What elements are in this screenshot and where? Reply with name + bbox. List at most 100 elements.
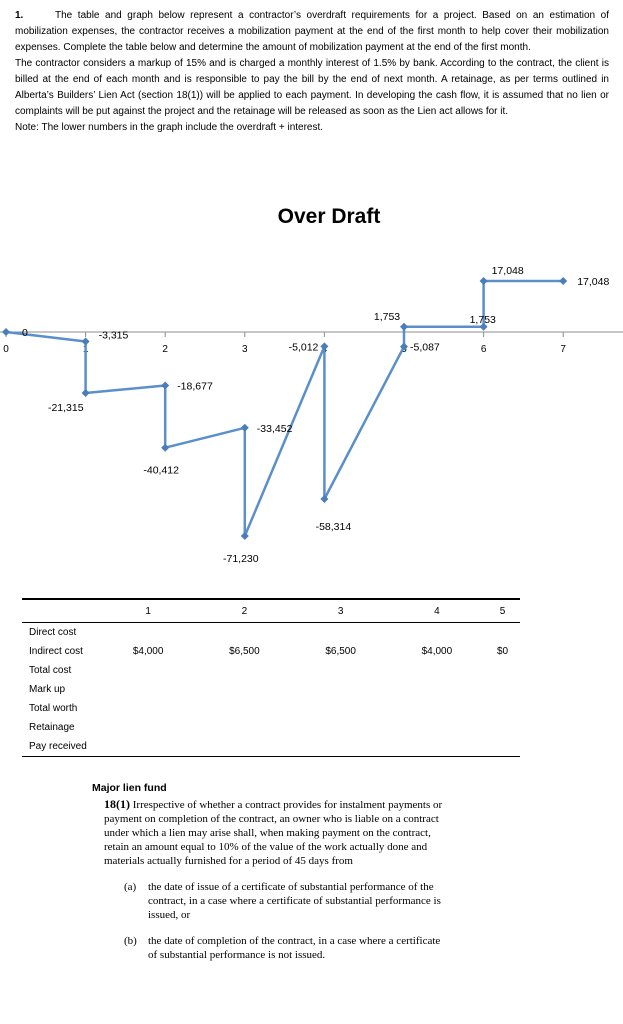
data-point-marker <box>161 381 170 390</box>
lien-section-number: 18(1) <box>104 797 130 811</box>
table-cell <box>293 623 389 643</box>
data-label: -18,677 <box>177 380 213 392</box>
table-header-corner <box>22 598 100 623</box>
month-header: 5 <box>485 598 520 623</box>
data-point-marker <box>479 277 488 285</box>
data-label: 0 <box>22 327 28 339</box>
table-cell <box>100 699 196 718</box>
data-label: -5,087 <box>410 342 440 354</box>
question-paragraph-2: The contractor considers a markup of 15%… <box>15 58 609 117</box>
table-cell <box>196 699 292 718</box>
question-paragraph-1: 1. The table and graph below represent a … <box>15 8 609 56</box>
row-label: Retainage <box>29 722 75 733</box>
table-cell <box>389 680 485 699</box>
table-row: Retainage <box>22 718 520 737</box>
clause-label: (a) <box>124 881 137 893</box>
table-cell <box>485 623 520 643</box>
data-point-marker <box>161 443 170 452</box>
data-label: 1,753 <box>374 311 400 323</box>
clause-text: the date of completion of the contract, … <box>148 935 441 961</box>
table-cell <box>100 737 197 757</box>
table-cell <box>293 680 389 699</box>
table-cell <box>293 699 389 718</box>
lien-clause-a: (a) the date of issue of a certificate of… <box>124 880 452 922</box>
x-tick-label: 6 <box>481 344 487 355</box>
question-intro: The table and graph below represent a co… <box>15 10 609 53</box>
row-label: Total cost <box>29 665 72 676</box>
table-cell <box>100 623 196 643</box>
row-label: Mark up <box>29 684 66 695</box>
table-cell: $4,000 <box>421 646 453 657</box>
table-cell: $4,000 <box>132 646 164 657</box>
lien-heading: Major lien fund <box>92 782 167 794</box>
overdraft-line <box>5 279 564 537</box>
table-cell <box>196 718 292 737</box>
question-note: Note: The lower numbers in the graph inc… <box>15 122 324 133</box>
data-point-marker <box>2 328 10 336</box>
table-row: Indirect cost $4,000 $6,500 $6,500 $4,000 $0 <box>22 642 520 661</box>
table-row: Pay received <box>22 737 520 757</box>
clause-label: (b) <box>124 935 137 947</box>
data-label: 17,048 <box>577 276 609 288</box>
table-cell <box>100 661 196 680</box>
table-cell <box>196 661 292 680</box>
table-cell <box>388 737 485 757</box>
data-label: -3,315 <box>99 329 129 341</box>
x-tick-label: 7 <box>560 344 566 355</box>
row-label: Pay received <box>22 737 100 757</box>
table-cell <box>389 718 485 737</box>
data-point-marker <box>559 277 568 285</box>
data-label: -40,412 <box>143 465 179 477</box>
data-point-marker <box>320 495 329 504</box>
data-label: 1,753 <box>470 314 496 326</box>
month-header: 1 <box>100 598 197 623</box>
table-cell <box>100 718 196 737</box>
table-body: Direct cost Indirect cost $4,000 $6,500 $6,5… <box>22 623 520 757</box>
row-label: Indirect cost <box>29 646 83 657</box>
table-row: Direct cost <box>22 623 520 643</box>
table-cell <box>196 737 293 757</box>
row-label: Total worth <box>29 703 78 714</box>
lien-body-text: Irrespective of whether a contract provi… <box>104 799 443 867</box>
table-cell <box>293 718 389 737</box>
month-header: 4 <box>388 598 485 623</box>
x-tick-label: 2 <box>162 344 168 355</box>
table-row: Mark up <box>22 680 520 699</box>
table-row: Total cost <box>22 661 520 680</box>
data-point-marker <box>240 423 249 432</box>
data-label: -5,012 <box>289 341 319 353</box>
x-tick-label: 0 <box>3 344 9 355</box>
table-cell: $0 <box>496 646 509 657</box>
data-point-marker <box>240 532 249 540</box>
data-label: 17,048 <box>492 265 524 277</box>
data-label: -58,314 <box>316 521 352 533</box>
table-cell <box>196 680 292 699</box>
clause-text: the date of issue of a certificate of su… <box>148 881 441 921</box>
lien-body: 18(1) Irrespective of whether a contract… <box>104 797 452 868</box>
chart-title: Over Draft <box>277 205 381 228</box>
data-label: -33,452 <box>257 423 293 435</box>
cost-table: 1 2 3 4 5 Direct cost Indirect cost $4,000… <box>22 598 520 757</box>
data-label: -21,315 <box>48 402 84 414</box>
lien-clause-b: (b) the date of completion of the contrac… <box>124 934 452 962</box>
question-text: 1. The table and graph below represent a … <box>15 8 609 136</box>
data-point-marker <box>81 389 90 398</box>
table-cell <box>485 699 520 718</box>
table-cell <box>485 661 520 680</box>
data-point-marker <box>400 322 408 331</box>
table-cell <box>100 680 196 699</box>
row-label: Direct cost <box>29 627 77 638</box>
table-cell <box>389 699 485 718</box>
overdraft-chart: 012345670-3,315-21,315-18,677-40,412-33,… <box>0 265 623 565</box>
table-cell <box>485 680 520 699</box>
data-point-marker <box>479 322 488 331</box>
month-header: 2 <box>196 598 293 623</box>
table-cell <box>293 661 389 680</box>
table-cell: $6,500 <box>325 646 356 657</box>
table-cell <box>292 737 389 757</box>
x-tick-label: 3 <box>242 344 248 355</box>
table-cell <box>485 718 520 737</box>
table-cell <box>485 737 520 757</box>
lien-act-excerpt: Major lien fund 18(1) Irrespective of wh… <box>92 781 452 962</box>
table-cell <box>389 623 485 643</box>
